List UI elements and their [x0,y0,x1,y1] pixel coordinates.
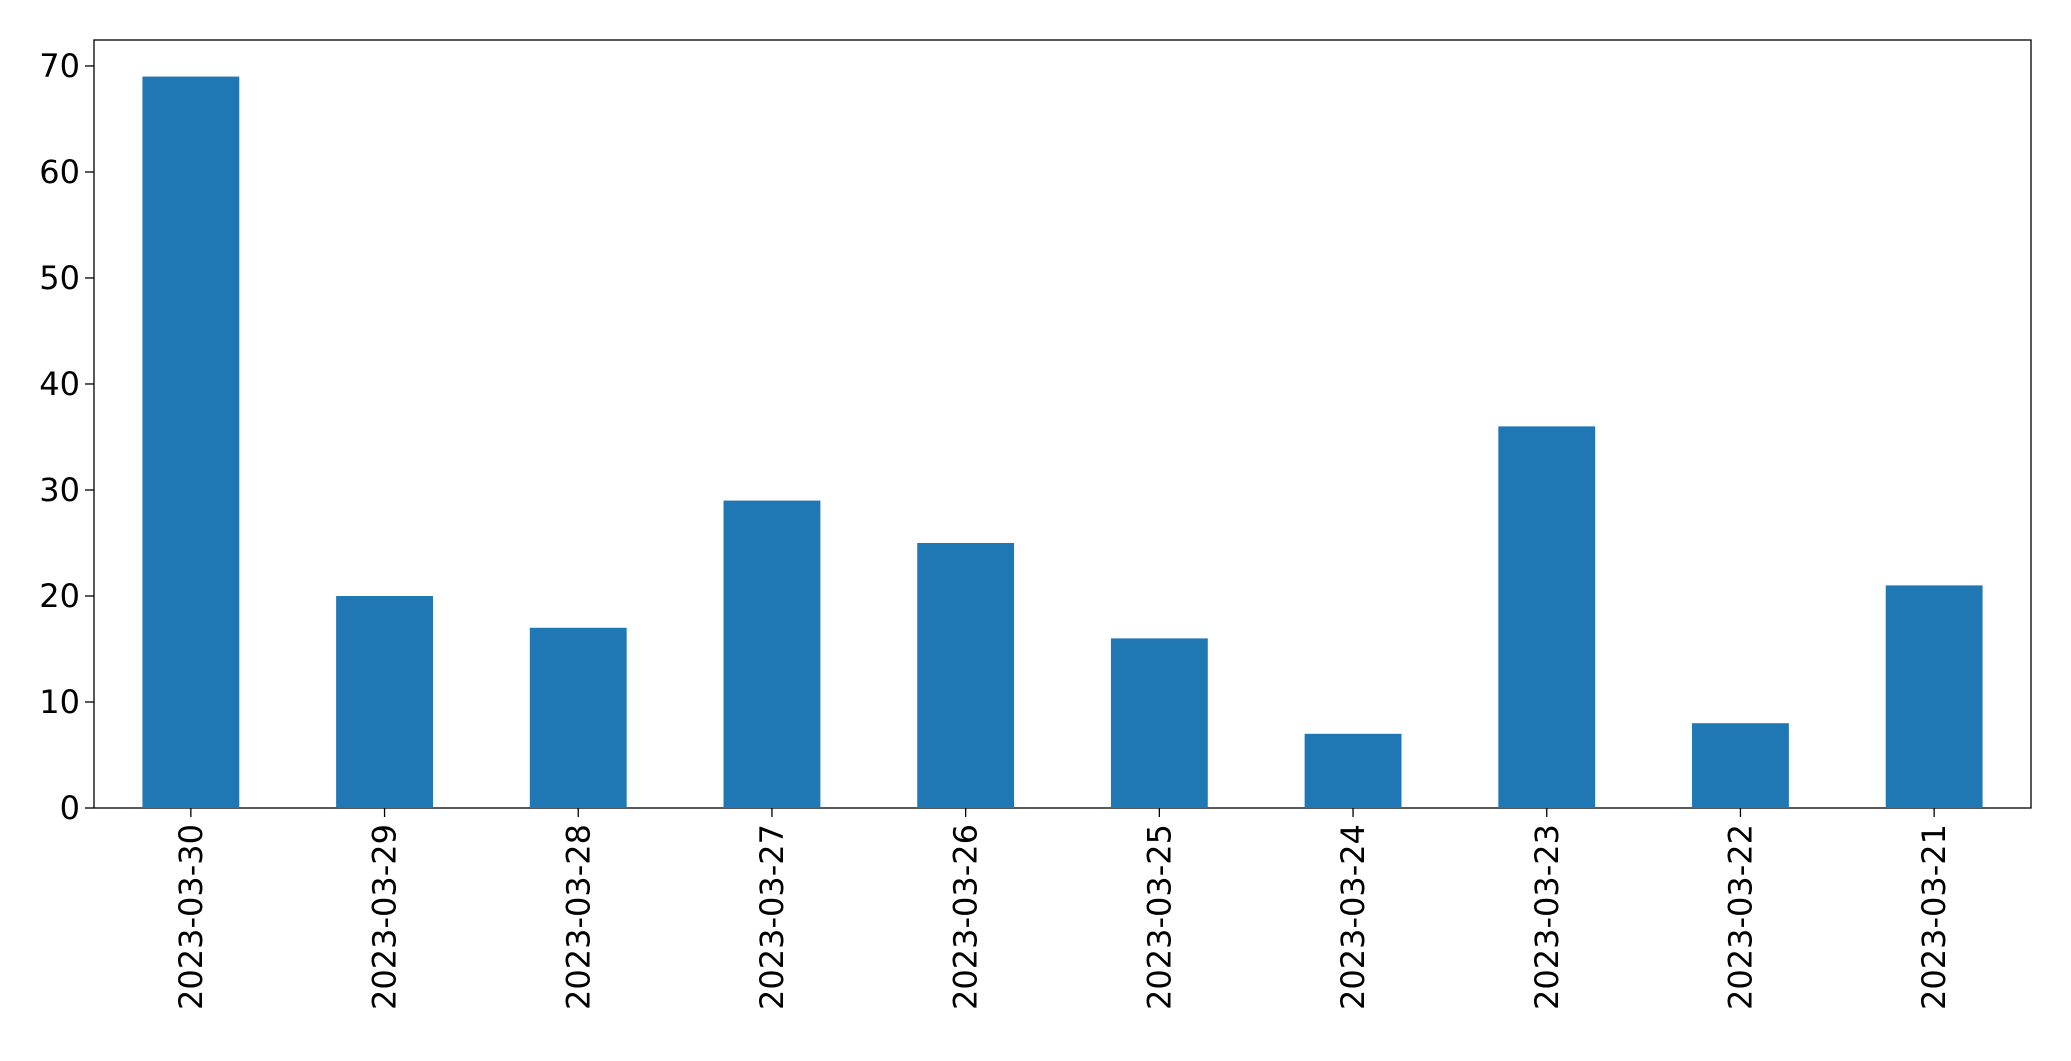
x-tick-label: 2023-03-25 [1140,824,1178,1010]
bar [336,595,433,808]
y-tick-label: 0 [60,789,80,827]
x-tick-label: 2023-03-28 [559,824,597,1010]
bar [1498,426,1596,808]
x-tick-label: 2023-03-26 [947,824,985,1010]
y-tick-label: 70 [39,47,80,85]
x-tick-label: 2023-03-23 [1528,824,1566,1010]
bar [723,500,821,808]
x-tick-label: 2023-03-24 [1334,824,1372,1010]
x-tick-label: 2023-03-21 [1915,824,1953,1010]
axes-frame [93,39,2032,809]
x-tick-label: 2023-03-22 [1721,824,1759,1010]
bar [917,542,1015,808]
x-tick-label: 2023-03-29 [366,824,404,1010]
bar [142,76,240,809]
bar [529,627,627,808]
bar [1110,638,1208,808]
y-tick-label: 30 [39,471,80,509]
y-tick-label: 60 [39,153,80,191]
bar [1304,733,1402,808]
x-tick-label: 2023-03-30 [172,824,210,1010]
bar [1692,723,1789,808]
y-tick-label: 40 [39,365,80,403]
y-tick-label: 10 [39,683,80,721]
y-tick-label: 20 [39,577,80,615]
bar [1885,585,1983,808]
y-tick-label: 50 [39,259,80,297]
x-tick-label: 2023-03-27 [753,824,791,1010]
